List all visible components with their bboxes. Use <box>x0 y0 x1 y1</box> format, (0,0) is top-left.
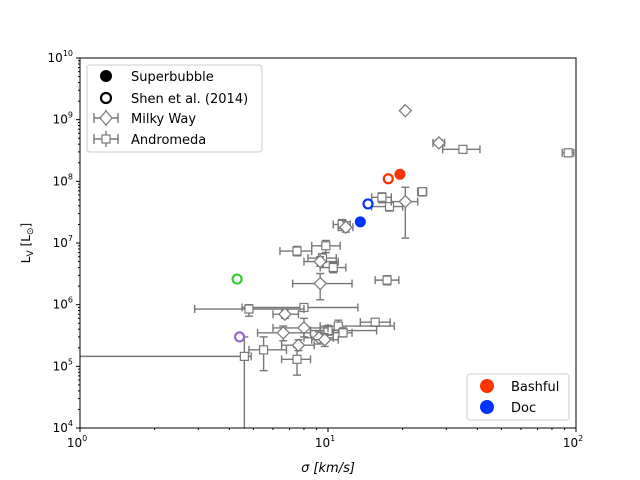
andromeda-point <box>279 245 313 257</box>
legend-color: Bashful Doc <box>466 373 570 421</box>
legend-label-bashful: Bashful <box>511 380 559 395</box>
x-axis-label-text: σ [km/s] <box>301 461 355 476</box>
shen-series <box>231 173 394 343</box>
milky-way-point <box>311 332 339 348</box>
legend-label-doc: Doc <box>511 401 536 416</box>
superbubble-point <box>394 168 406 180</box>
legend-open-circle-icon <box>99 91 113 105</box>
shen-point <box>231 273 243 285</box>
milky-way-point <box>291 272 353 301</box>
y-tick-label: 106 <box>53 296 73 312</box>
y-axis-label-sub: V <box>26 250 36 257</box>
andromeda-point <box>359 317 391 327</box>
shen-point <box>362 198 374 210</box>
y-tick-label: 109 <box>53 111 73 127</box>
plot-frame <box>79 57 577 429</box>
shen-point <box>233 331 246 343</box>
superbubble-point <box>354 216 366 228</box>
legend-bashful-marker <box>480 379 494 393</box>
x-axis-label: σ [km/s] <box>301 461 355 476</box>
andromeda-point <box>561 148 575 158</box>
y-axis-label-sun: ⊙ <box>26 227 36 235</box>
y-axis-label-close: ] <box>19 223 33 228</box>
legend-label-shen: Shen et al. (2014) <box>131 92 248 107</box>
superbubble-series <box>354 168 406 228</box>
andromeda-point <box>417 187 428 197</box>
legend-main: Superbubble Shen et al. (2014) Milky Way… <box>86 64 263 153</box>
x-tick-label: 101 <box>315 434 335 450</box>
milky-way-point <box>398 103 413 118</box>
milky-way-point <box>280 338 315 353</box>
legend-label-milky-way: Milky Way <box>131 112 196 127</box>
x-tick-label: 102 <box>563 434 583 450</box>
andromeda-point <box>332 327 353 338</box>
andromeda-point <box>241 302 359 313</box>
legend-doc-marker <box>480 400 494 414</box>
legend-label-superbubble: Superbubble <box>131 70 214 85</box>
legend-diamond-icon <box>93 110 119 126</box>
milky-way-point <box>390 186 419 239</box>
y-axis-label-units: [L <box>19 235 33 247</box>
andromeda-point <box>441 144 481 154</box>
y-tick-label: 108 <box>53 172 73 188</box>
y-tick-label: 105 <box>53 357 73 373</box>
x-tick-label: 100 <box>67 434 87 450</box>
milky-way-point <box>337 220 354 235</box>
legend-main-box <box>86 64 263 153</box>
milky-way-point <box>432 136 446 150</box>
legend-filled-circle-icon <box>100 70 112 82</box>
andromeda-point <box>370 192 393 204</box>
legend-square-icon <box>93 131 119 147</box>
y-tick-label: 1010 <box>48 49 73 65</box>
y-axis-label-main: L <box>19 256 33 263</box>
andromeda-point <box>311 239 341 254</box>
andromeda-point <box>80 336 252 428</box>
shen-point <box>382 173 394 185</box>
y-tick-label: 107 <box>53 234 73 250</box>
andromeda-point <box>248 336 288 372</box>
milky-way-point <box>256 325 312 342</box>
y-tick-label: 104 <box>53 419 73 435</box>
milky-way-point <box>303 254 339 269</box>
andromeda-point <box>374 274 400 286</box>
axis-ticks: 100 101 102 104 105 106 107 108 109 1010 <box>48 49 584 450</box>
andromeda-point <box>370 201 404 212</box>
y-axis-label: LV [L⊙] <box>19 223 36 263</box>
milky-way-point <box>272 307 300 322</box>
milky-way-series <box>256 103 446 353</box>
legend-label-andromeda: Andromeda <box>131 133 206 148</box>
